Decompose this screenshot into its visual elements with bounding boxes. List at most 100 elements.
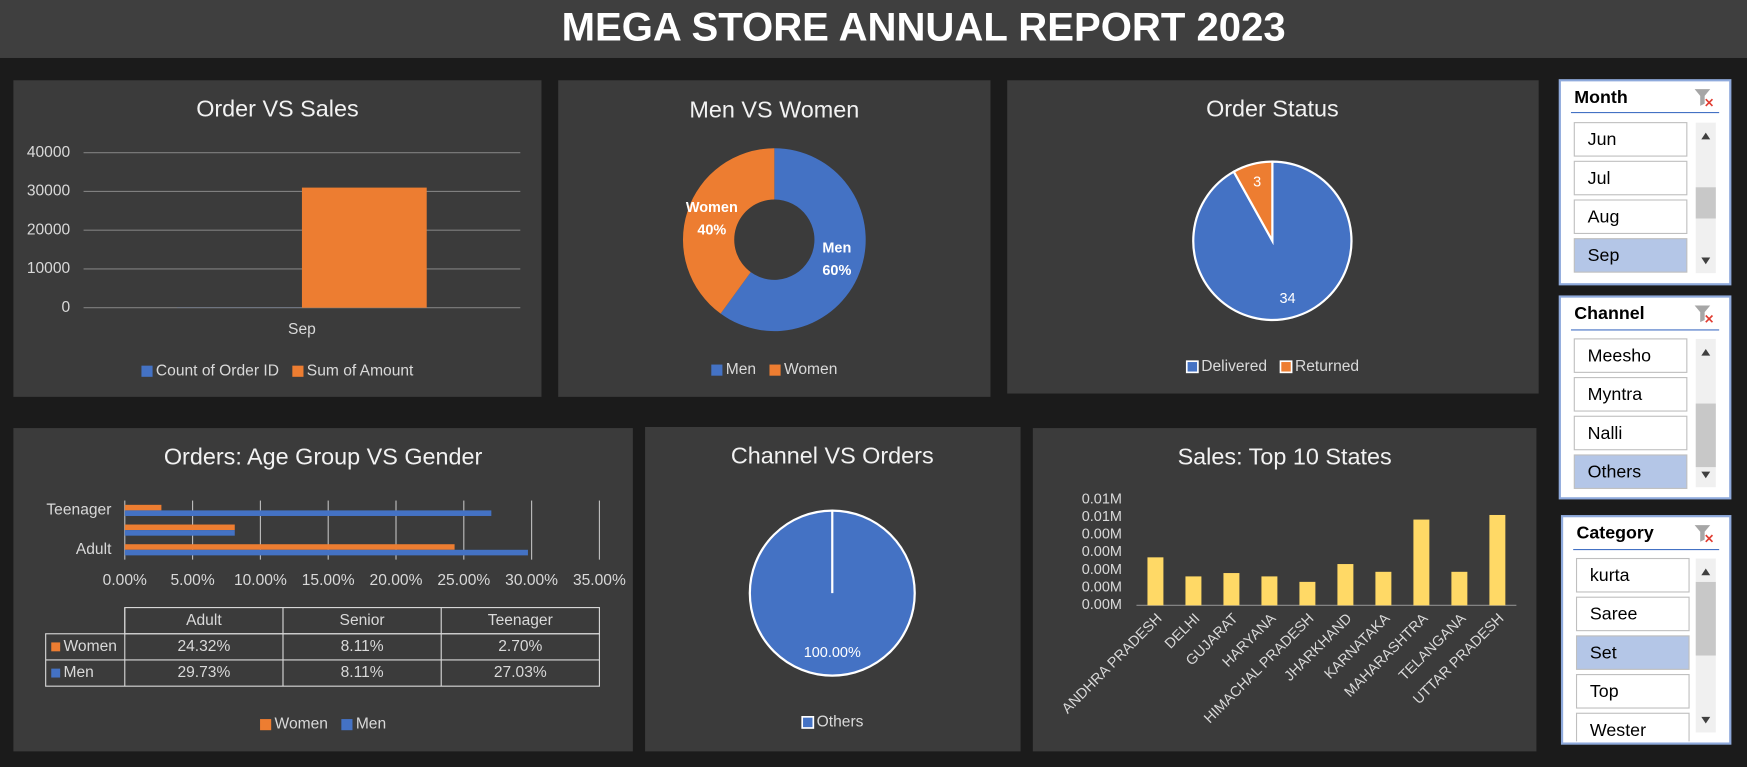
chart-title: Sales: Top 10 States — [1178, 443, 1392, 469]
slicer-item[interactable] — [1575, 635, 1690, 670]
clear-filter-x — [1705, 314, 1714, 323]
bar — [124, 544, 455, 550]
slicer-item-label[interactable]: Saree — [1590, 604, 1638, 624]
slicer-item-label[interactable]: Wester — [1590, 720, 1646, 740]
slicer-item[interactable] — [1573, 238, 1688, 273]
y-tick-label: 30000 — [27, 183, 71, 200]
bar — [124, 504, 162, 511]
clear-filter-icon — [1694, 525, 1711, 542]
slicer-item-label[interactable]: Myntra — [1588, 384, 1643, 404]
chart-title: Order VS Sales — [196, 96, 358, 122]
scrollbar-thumb[interactable] — [1695, 187, 1716, 219]
table-header: Senior — [340, 612, 385, 629]
bar — [1147, 557, 1164, 606]
table-header: Teenager — [488, 612, 553, 629]
report-title: MEGA STORE ANNUAL REPORT 2023 — [562, 5, 1286, 50]
chart-panel — [13, 428, 633, 752]
slicer-item[interactable] — [1573, 454, 1688, 489]
slicer-item[interactable] — [1575, 712, 1690, 746]
slicer-item-label[interactable]: Meesho — [1588, 345, 1651, 365]
table-swatch — [51, 642, 61, 652]
legend: Delivered Returned — [1185, 358, 1359, 375]
y-tick-label: 0.00M — [1082, 597, 1122, 613]
bar — [124, 510, 492, 516]
bar — [1375, 571, 1392, 606]
bar — [124, 549, 528, 556]
legend-label: Sum of Amount — [307, 362, 414, 379]
table-cell: 8.11% — [341, 664, 384, 681]
legend-label: Men — [726, 361, 756, 378]
legend: Men Women — [711, 361, 837, 378]
slicer-item-label[interactable]: Sep — [1588, 245, 1620, 265]
scroll-up[interactable] — [1701, 568, 1711, 576]
slicer-item[interactable] — [1573, 377, 1688, 412]
data-label-name: Women — [686, 200, 738, 216]
y-tick-label: 0.01M — [1082, 491, 1122, 507]
chart-panel — [13, 80, 542, 397]
clear-filter-x — [1705, 534, 1714, 543]
scrollbar-thumb[interactable] — [1695, 581, 1716, 656]
y-tick-label: Teenager — [46, 502, 111, 519]
slicer-item[interactable] — [1575, 596, 1690, 632]
legend-label: Delivered — [1201, 358, 1267, 375]
bar — [1337, 564, 1354, 606]
slicer-item[interactable] — [1573, 338, 1688, 373]
scroll-down[interactable] — [1701, 257, 1711, 265]
legend-swatch — [801, 715, 815, 729]
bar — [124, 530, 235, 536]
slicer-item-label[interactable]: Set — [1590, 642, 1617, 662]
header — [0, 0, 1747, 58]
x-tick-label: 10.00% — [234, 572, 287, 589]
chart-title: Channel VS Orders — [731, 442, 934, 468]
scrollbar-thumb[interactable] — [1695, 403, 1716, 468]
y-tick-label: 0.01M — [1082, 509, 1122, 525]
slicer-title: Channel — [1574, 303, 1644, 323]
scroll-down[interactable] — [1701, 471, 1711, 479]
slicer-item[interactable] — [1573, 160, 1688, 196]
slicer-item[interactable] — [1575, 557, 1690, 593]
slicer-item-label[interactable]: Top — [1590, 681, 1619, 701]
legend-label: Men — [356, 716, 386, 733]
chart-title: Men VS Women — [689, 97, 859, 123]
clear-filter-x — [1705, 98, 1714, 107]
legend: Others — [801, 714, 864, 731]
slicer-item-label[interactable]: Nalli — [1588, 423, 1623, 443]
slicer-item-label[interactable]: Others — [1588, 461, 1642, 481]
bar — [1261, 576, 1278, 606]
legend-label: Returned — [1295, 358, 1359, 375]
y-tick-label: 40000 — [27, 144, 71, 161]
x-tick-label: 0.00% — [103, 572, 147, 589]
x-tick-label: 30.00% — [505, 572, 558, 589]
scroll-down[interactable] — [1701, 716, 1711, 724]
table-cell: 27.03% — [494, 664, 547, 681]
legend-swatch — [769, 364, 781, 376]
legend-swatch — [711, 364, 723, 376]
slicer-item[interactable] — [1573, 415, 1688, 451]
table-row-label: Women — [64, 638, 117, 655]
y-tick-label: 0 — [62, 299, 71, 316]
slicer-item-label[interactable]: Jun — [1588, 129, 1617, 149]
slicer-item[interactable] — [1575, 674, 1690, 709]
bar — [1185, 576, 1202, 606]
slicer-item[interactable] — [1573, 199, 1688, 235]
scroll-up[interactable] — [1701, 348, 1711, 356]
x-tick-label: 15.00% — [302, 572, 355, 589]
table-cell: 2.70% — [498, 638, 542, 655]
slicer-item-label[interactable]: kurta — [1590, 565, 1630, 585]
table-cell: 29.73% — [177, 664, 230, 681]
scroll-up[interactable] — [1701, 132, 1711, 140]
bar — [1223, 573, 1240, 606]
legend-swatch — [141, 365, 153, 377]
slicer-item-label[interactable]: Aug — [1588, 207, 1620, 227]
bar — [1489, 514, 1506, 606]
x-tick-label: 35.00% — [573, 572, 626, 589]
table-cell: 8.11% — [341, 638, 384, 655]
y-tick-label: 0.00M — [1082, 527, 1122, 543]
slicer-item-label[interactable]: Jul — [1588, 168, 1611, 188]
y-tick-label: Adult — [76, 541, 112, 558]
bar — [301, 187, 427, 308]
slicer-title: Month — [1574, 87, 1627, 107]
slicer-item[interactable] — [1573, 122, 1688, 157]
legend: Count of Order ID Sum of Amount — [141, 362, 414, 379]
